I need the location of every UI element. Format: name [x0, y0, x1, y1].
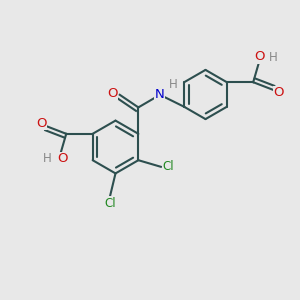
Text: H: H	[268, 51, 278, 64]
Text: O: O	[57, 152, 67, 166]
Text: O: O	[255, 50, 265, 64]
Text: O: O	[274, 86, 284, 99]
Text: Cl: Cl	[163, 160, 174, 173]
Text: N: N	[155, 88, 165, 101]
Text: H: H	[43, 152, 52, 165]
Text: O: O	[36, 117, 46, 130]
Text: Cl: Cl	[104, 197, 116, 210]
Text: H: H	[169, 78, 178, 92]
Text: O: O	[107, 87, 118, 100]
